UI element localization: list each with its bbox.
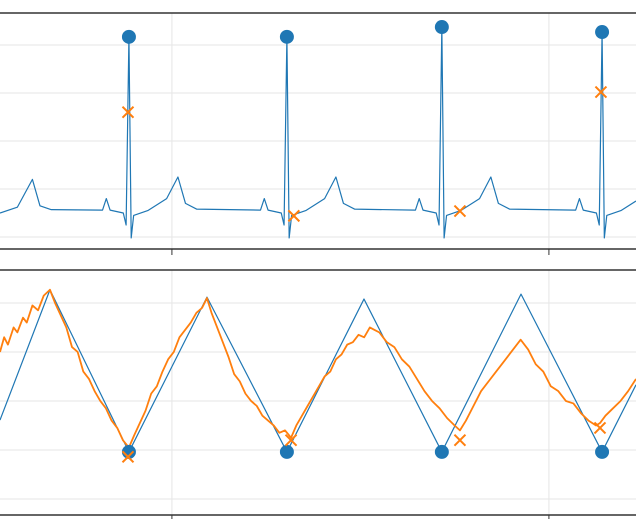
line (0, 288, 636, 449)
peak-marker (279, 29, 294, 44)
line (0, 289, 636, 453)
peak-marker (279, 444, 294, 459)
x-marker (453, 204, 467, 218)
x-marker (287, 209, 301, 223)
peak-marker (434, 20, 449, 35)
x-marker (593, 421, 607, 435)
peak-marker (595, 25, 610, 40)
peak-marker (121, 29, 136, 44)
x-marker (121, 106, 135, 119)
line (0, 26, 636, 239)
x-marker (594, 85, 608, 99)
x-marker (453, 433, 467, 447)
peak-marker (595, 444, 610, 459)
x-marker (121, 450, 135, 464)
x-marker (284, 433, 298, 447)
peak-marker (434, 444, 449, 459)
